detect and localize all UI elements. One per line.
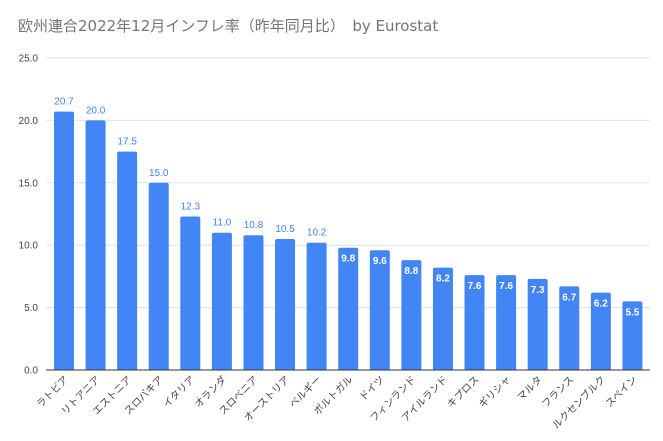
data-label: 6.7 [562, 292, 576, 303]
data-label: 7.6 [499, 281, 513, 292]
data-label: 7.3 [531, 285, 545, 296]
x-category-label: イタリア [161, 374, 197, 410]
y-tick-label: 20.0 [19, 116, 39, 127]
data-label: 9.6 [373, 256, 387, 267]
data-label: 12.3 [181, 201, 201, 212]
bar [622, 301, 643, 370]
bar [527, 278, 548, 370]
y-tick-label: 25.0 [19, 54, 39, 65]
data-label: 17.5 [117, 137, 137, 148]
y-axis-ticks: 0.0 5.0 10.0 15.0 20.0 25.0 [19, 54, 39, 377]
bar [432, 267, 453, 370]
data-label: 15.0 [149, 168, 169, 179]
bar [117, 151, 138, 370]
data-labels: 20.7 20.0 17.5 15.0 12.3 11.0 10.8 10.5 10.2 9.8 9… [54, 97, 640, 319]
bar [401, 260, 422, 370]
chart-title: 欧州連合2022年12月インフレ率（昨年同月比） by Eurostat [18, 17, 438, 35]
bar [85, 120, 106, 371]
data-label: 10.5 [275, 224, 295, 235]
x-category-label: スペイン [604, 374, 640, 410]
x-category-label: ドイツ [358, 374, 387, 403]
x-category-label: マルタ [515, 374, 545, 404]
bar [211, 232, 232, 370]
bar [243, 235, 264, 370]
data-label: 9.8 [341, 254, 355, 265]
y-tick-label: 5.0 [24, 303, 38, 314]
data-label: 8.8 [404, 266, 418, 277]
x-category-label: ギリシャ [476, 374, 513, 411]
bar [464, 275, 485, 370]
bar [338, 247, 359, 370]
data-label: 10.2 [307, 228, 327, 239]
bar [180, 216, 201, 370]
data-label: 11.0 [213, 218, 232, 229]
data-label: 5.5 [625, 307, 639, 318]
bar [559, 286, 580, 370]
y-tick-label: 0.0 [24, 366, 38, 377]
bar [306, 242, 327, 370]
data-label: 8.2 [436, 274, 450, 285]
data-label: 10.8 [244, 220, 264, 231]
y-tick-label: 10.0 [19, 241, 39, 252]
data-label: 7.6 [468, 281, 482, 292]
bars [54, 111, 643, 371]
x-category-label: キプロス [445, 374, 482, 411]
y-tick-label: 15.0 [19, 178, 39, 189]
x-category-label: ルクセンブルク [549, 373, 607, 431]
data-label: 20.0 [86, 105, 106, 116]
bar [54, 111, 74, 370]
x-axis-categories: ラトビアリトアニアエストニアスロバキアイタリアオランダスロベニアオーストリアベル… [34, 373, 639, 431]
data-label: 6.2 [594, 299, 608, 310]
data-label: 20.7 [54, 97, 74, 108]
bar [496, 275, 517, 370]
bar [369, 250, 390, 370]
bar [148, 182, 169, 370]
bar [590, 292, 611, 370]
bar [275, 238, 296, 370]
grid-layer [46, 57, 650, 309]
